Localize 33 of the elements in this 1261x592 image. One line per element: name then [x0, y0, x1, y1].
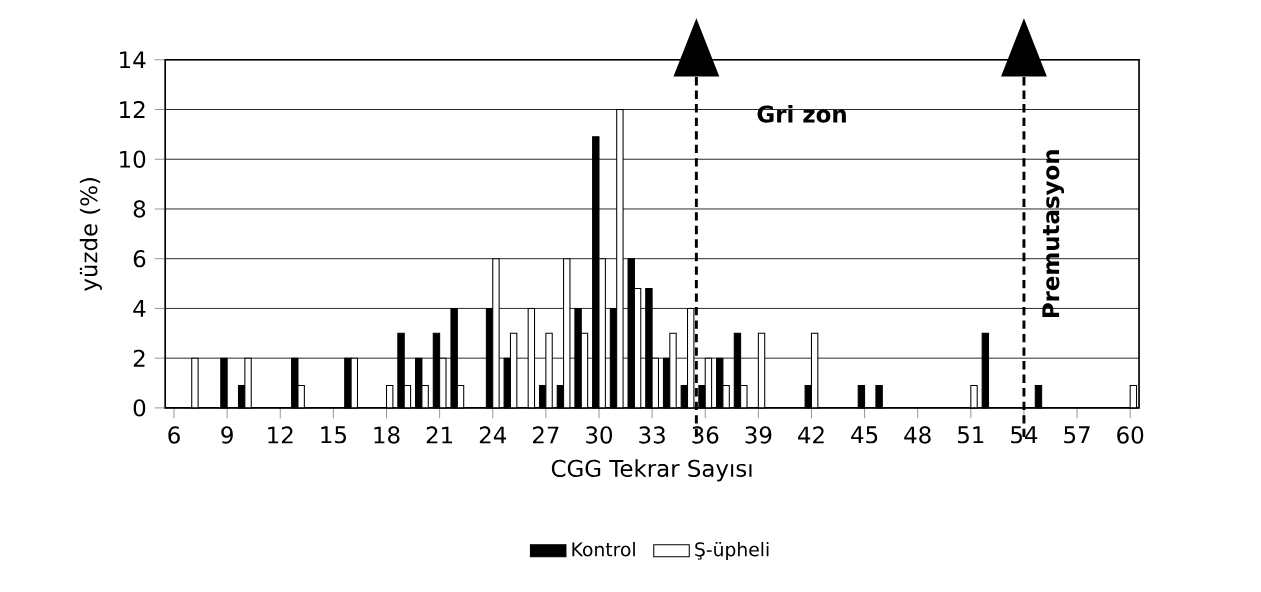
legend-label: Kontrol — [572, 541, 635, 557]
x-tick-label: 60 — [1117, 426, 1144, 444]
y-tick-label: 10 — [120, 150, 146, 168]
x-tick-label: 24 — [479, 426, 507, 444]
x-tick-label: 12 — [268, 426, 293, 444]
y-tick-label: 6 — [133, 250, 146, 268]
legend-label: Ş-üpheli — [695, 541, 769, 561]
x-tick-label: 36 — [692, 426, 719, 444]
ref-line-label: Premutasyon — [1042, 150, 1064, 318]
y-tick-label: 2 — [133, 349, 145, 367]
ref-line-label: Gri zon — [757, 105, 846, 123]
x-tick-label: 51 — [958, 426, 984, 444]
y-tick-label: 0 — [133, 399, 146, 417]
y-axis-title: yüzde (%) — [79, 178, 102, 291]
y-tick-label: 14 — [120, 51, 146, 69]
x-tick-label: 57 — [1064, 426, 1090, 444]
y-tick-label: 4 — [133, 300, 146, 317]
x-tick-label: 21 — [426, 426, 453, 444]
x-tick-label: 54 — [1011, 426, 1038, 444]
x-tick-label: 39 — [745, 426, 772, 444]
x-axis-title: CGG Tekrar Sayısı — [551, 459, 752, 482]
x-tick-label: 9 — [221, 426, 233, 444]
x-tick-label: 48 — [904, 426, 931, 444]
x-tick-label: 18 — [374, 426, 400, 444]
x-tick-label: 33 — [639, 426, 665, 444]
x-tick-label: 30 — [586, 426, 612, 444]
y-tick-label: 12 — [120, 101, 145, 118]
x-tick-label: 42 — [798, 426, 824, 444]
y-tick-label: 8 — [133, 200, 146, 218]
x-tick-label: 45 — [851, 426, 878, 444]
x-tick-label: 27 — [532, 426, 559, 444]
x-tick-label: 15 — [321, 426, 346, 444]
x-tick-label: 6 — [168, 426, 180, 444]
